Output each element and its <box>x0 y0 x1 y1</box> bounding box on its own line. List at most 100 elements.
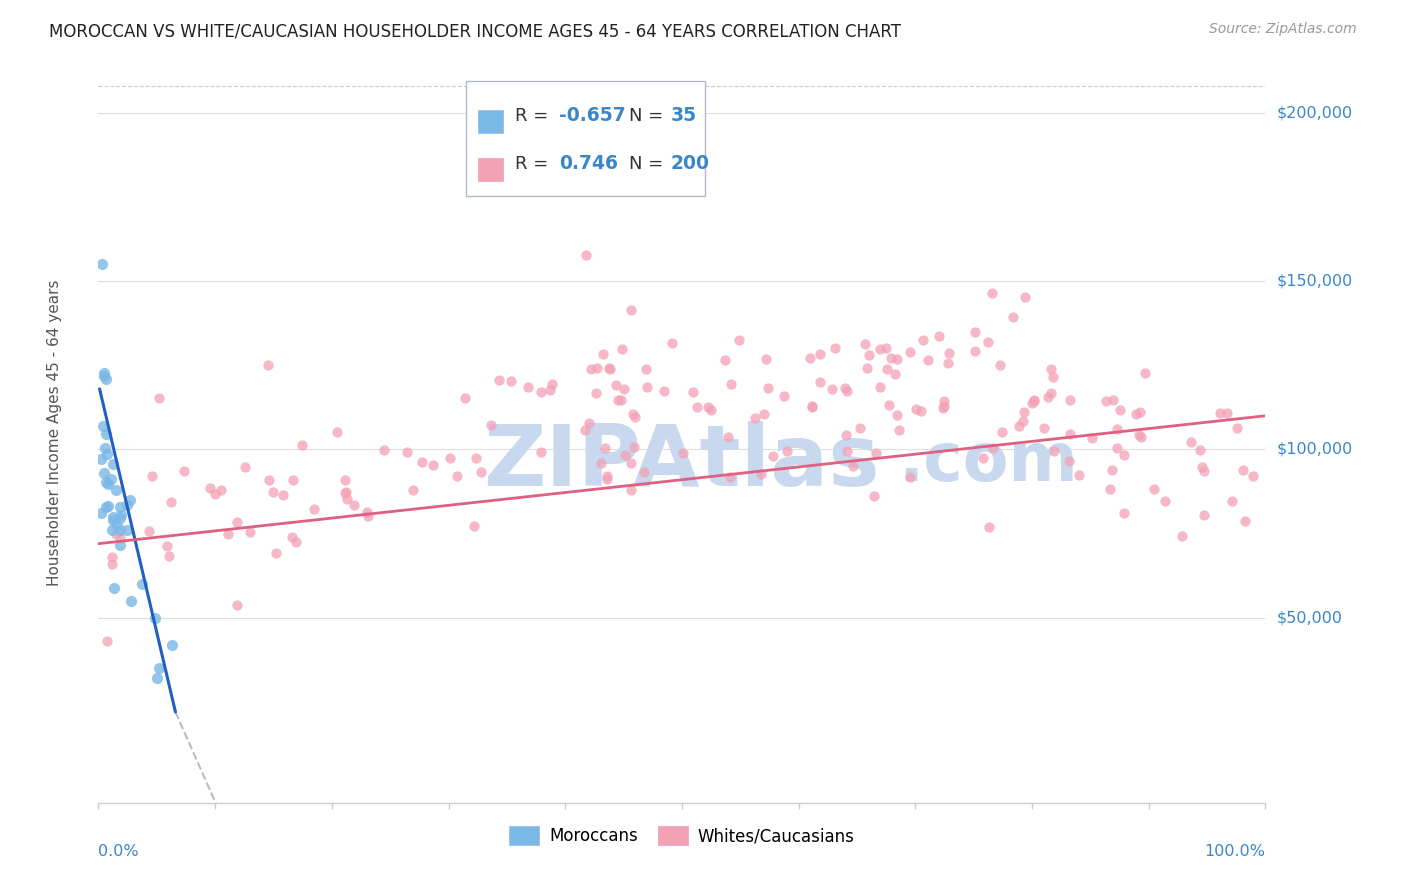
Point <box>1042 370 1064 384</box>
Point <box>422 458 444 472</box>
Point <box>880 351 903 365</box>
Point <box>94 475 117 489</box>
Point <box>858 347 880 361</box>
Point <box>799 351 821 365</box>
Text: $50,000: $50,000 <box>1277 610 1343 625</box>
Point <box>934 394 956 409</box>
Point <box>1129 404 1152 418</box>
Point <box>1011 413 1033 427</box>
Point <box>808 347 831 361</box>
Point <box>596 471 619 485</box>
Point <box>610 342 633 356</box>
Point <box>93 442 115 456</box>
Point <box>100 472 122 486</box>
Point <box>661 336 683 351</box>
Point <box>834 381 856 395</box>
Point <box>877 398 900 412</box>
Point <box>1043 444 1066 458</box>
Point <box>1032 420 1054 434</box>
Point <box>257 359 280 373</box>
Point <box>1036 390 1059 404</box>
Point <box>97 477 120 491</box>
Point <box>717 429 740 443</box>
Point <box>853 337 876 351</box>
Point <box>90 257 112 271</box>
Point <box>697 400 720 414</box>
Point <box>1107 441 1129 455</box>
Point <box>1220 494 1243 508</box>
FancyBboxPatch shape <box>478 110 503 133</box>
Point <box>938 356 960 370</box>
Point <box>810 375 832 389</box>
Point <box>94 372 117 386</box>
Point <box>605 377 627 392</box>
Point <box>454 392 477 406</box>
Point <box>93 466 115 480</box>
Point <box>105 518 128 533</box>
Point <box>108 500 131 515</box>
Point <box>1108 402 1130 417</box>
Text: .com: .com <box>898 429 1077 495</box>
Point <box>869 342 891 356</box>
Point <box>917 353 939 368</box>
Point <box>586 360 609 375</box>
Text: $150,000: $150,000 <box>1277 274 1353 289</box>
Point <box>911 333 934 347</box>
Point <box>905 401 928 416</box>
Point <box>302 501 325 516</box>
Point <box>938 345 960 359</box>
Point <box>1039 386 1062 401</box>
Point <box>1098 482 1121 496</box>
Point <box>91 418 114 433</box>
Point <box>1128 427 1150 442</box>
Point <box>97 500 120 514</box>
Point <box>499 374 522 388</box>
Point <box>620 483 643 497</box>
Point <box>1081 430 1104 444</box>
Point <box>93 366 115 380</box>
Point <box>758 381 780 395</box>
Point <box>1171 529 1194 543</box>
Point <box>623 410 645 425</box>
Point <box>579 362 602 376</box>
Point <box>90 452 112 467</box>
Point <box>591 456 613 470</box>
Point <box>517 380 540 394</box>
Point <box>875 341 897 355</box>
Text: $100,000: $100,000 <box>1277 442 1353 457</box>
Text: -0.657: -0.657 <box>560 106 626 125</box>
Point <box>333 486 356 500</box>
Point <box>101 550 124 565</box>
Point <box>837 443 859 458</box>
Point <box>281 530 304 544</box>
Point <box>1022 393 1045 408</box>
Point <box>762 449 785 463</box>
Point <box>1129 430 1152 444</box>
Point <box>1002 310 1025 324</box>
Point <box>876 362 898 376</box>
Point <box>682 384 704 399</box>
Point <box>976 334 998 349</box>
Point <box>633 466 655 480</box>
Point <box>1112 506 1135 520</box>
Point <box>965 343 987 358</box>
Point <box>356 505 378 519</box>
Point <box>335 485 357 500</box>
Point <box>886 351 908 366</box>
Point <box>928 329 950 343</box>
Point <box>1191 460 1213 475</box>
Point <box>686 401 709 415</box>
Point <box>470 466 492 480</box>
Point <box>226 599 249 613</box>
Point <box>654 384 676 399</box>
Point <box>96 447 118 461</box>
Point <box>326 425 349 440</box>
Point <box>173 464 195 478</box>
Point <box>932 401 955 415</box>
Point <box>108 538 131 552</box>
Text: R =: R = <box>515 155 554 173</box>
Point <box>1232 463 1254 477</box>
Point <box>93 368 115 383</box>
Point <box>101 513 124 527</box>
Point <box>411 455 433 469</box>
